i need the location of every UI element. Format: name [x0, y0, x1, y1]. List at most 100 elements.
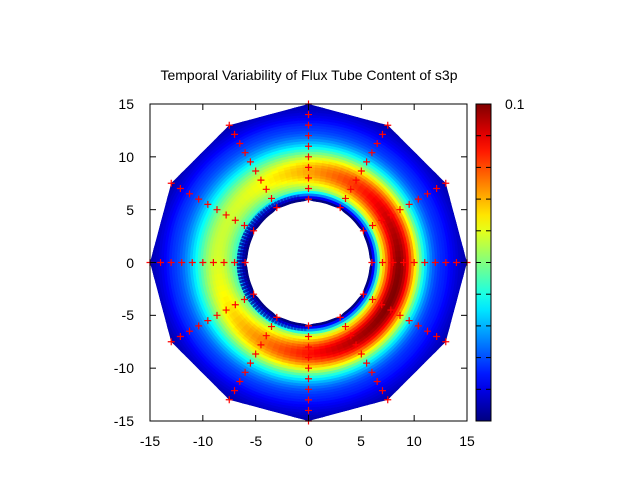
heatmap-cell	[267, 412, 279, 418]
heatmap-cell	[460, 303, 467, 316]
heatmap-cell	[350, 104, 363, 109]
heatmap-cell	[397, 389, 409, 399]
heatmap-cell	[298, 425, 309, 428]
heatmap-cell	[150, 241, 155, 253]
heatmap-cell	[447, 180, 456, 192]
heatmap-cell	[246, 408, 259, 416]
y-tick-label: -15	[114, 413, 134, 429]
heatmap-cell	[152, 210, 160, 222]
heatmap-cell	[154, 188, 163, 201]
heatmap-cell	[152, 303, 160, 315]
heatmap-cell	[398, 124, 410, 134]
heatmap-cell	[468, 241, 472, 252]
heatmap-cell	[459, 241, 464, 253]
heatmap-cell	[226, 401, 238, 410]
inner-edge-shade	[289, 195, 294, 203]
heatmap-cell	[318, 107, 330, 112]
heatmap-cell	[379, 401, 391, 410]
heatmap-cell	[470, 241, 474, 252]
heatmap-cell	[458, 198, 466, 211]
heatmap-cell	[178, 154, 189, 166]
heatmap-cell	[469, 252, 472, 263]
heatmap-cell	[458, 292, 464, 304]
heatmap-cell	[154, 324, 163, 337]
heatmap-cell	[176, 152, 187, 164]
heatmap-cell	[469, 263, 472, 274]
y-tick-label: 15	[118, 96, 134, 112]
heatmap-cell	[428, 359, 439, 371]
heatmap-cell	[309, 99, 320, 102]
heatmap-cell	[190, 137, 202, 148]
heatmap-cell	[208, 389, 220, 399]
heatmap-cell	[412, 373, 423, 384]
heatmap-cell	[180, 358, 191, 369]
heatmap-cell	[435, 351, 445, 363]
heatmap-cell	[457, 210, 465, 222]
heatmap-cell	[414, 375, 425, 386]
heatmap-cell	[246, 109, 259, 117]
heatmap-cell	[338, 414, 351, 421]
inner-edge-shade	[236, 256, 247, 260]
heatmap-cell	[151, 231, 157, 243]
x-tick-label: -10	[193, 433, 213, 449]
inner-edge-shade	[293, 323, 298, 331]
heatmap-cell	[414, 139, 425, 150]
heatmap-cell	[443, 169, 453, 182]
heatmap-cell	[244, 412, 257, 420]
heatmap-cell	[462, 241, 467, 253]
heatmap-cell	[161, 180, 170, 192]
heatmap-cell	[255, 104, 268, 111]
inner-edge-shade	[290, 322, 295, 330]
heatmap-cell	[428, 154, 439, 166]
heatmap-cell	[164, 343, 174, 356]
heatmap-cell	[318, 413, 330, 418]
colorbar: 0.1	[475, 96, 525, 422]
heatmap-cell	[170, 161, 180, 173]
heatmap-cell	[225, 113, 237, 122]
inner-edge-shade	[300, 324, 304, 331]
heatmap-cell	[226, 115, 238, 124]
heatmap-cell	[415, 377, 427, 388]
heatmap-cell	[319, 424, 330, 428]
heatmap-cell	[404, 380, 415, 391]
heatmap-cell	[330, 423, 341, 427]
heatmap-cell	[308, 417, 320, 421]
heatmap-cell	[360, 412, 373, 420]
heatmap-cell	[151, 314, 159, 327]
heatmap-cell	[454, 188, 463, 201]
heatmap-cell	[185, 368, 196, 379]
heatmap-cell	[150, 292, 157, 305]
heatmap-cell	[407, 130, 419, 141]
heatmap-cell	[455, 211, 462, 223]
heatmap-cell	[267, 107, 279, 113]
heatmap-cell	[287, 416, 299, 421]
heatmap-cell	[155, 211, 162, 223]
heatmap-cell	[349, 106, 361, 114]
heatmap-cell	[389, 118, 402, 128]
heatmap-cell	[144, 284, 148, 295]
heatmap-cell	[150, 208, 155, 221]
heatmap-cell	[379, 115, 391, 124]
heatmap-cell	[192, 375, 203, 386]
heatmap-cell	[254, 416, 267, 421]
heatmap-cell	[369, 406, 382, 414]
heatmap-cell	[207, 391, 219, 401]
inner-edge-shade	[296, 324, 301, 331]
heatmap-cell	[298, 99, 309, 102]
heatmap-cell	[462, 272, 467, 284]
heatmap-cell	[308, 104, 320, 108]
heatmap-cell	[470, 273, 474, 284]
sample-markers	[146, 100, 471, 425]
heatmap-cell	[297, 417, 309, 421]
heatmap-cell	[287, 413, 299, 418]
heatmap-cell	[153, 241, 158, 253]
heatmap-cell	[469, 284, 473, 295]
heatmap-cell	[349, 104, 362, 111]
heatmap-cell	[463, 293, 467, 306]
heatmap-cell	[319, 97, 330, 101]
heatmap-cell	[369, 111, 382, 119]
heatmap-cell	[469, 230, 473, 241]
heatmap-cell	[150, 272, 155, 284]
colorbar-max-label: 0.1	[505, 96, 525, 112]
heatmap-cell	[454, 200, 462, 213]
